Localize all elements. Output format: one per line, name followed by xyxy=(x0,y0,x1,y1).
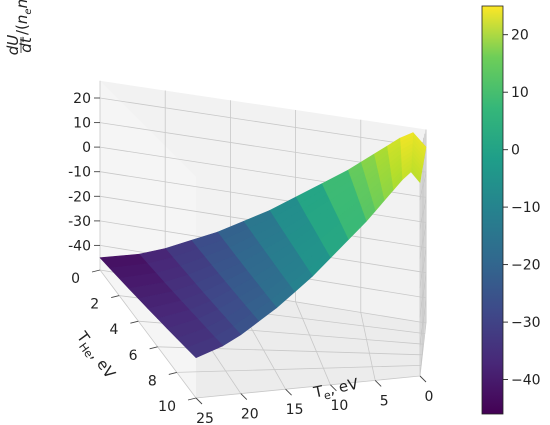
the-tick-label: 0 xyxy=(71,271,80,287)
grid-line-side-z xyxy=(419,172,427,201)
the-tick-label: 2 xyxy=(90,297,99,313)
colorbar-tick-label: 10 xyxy=(511,85,529,101)
grid-line-side-z xyxy=(419,297,427,347)
the-tick-mark xyxy=(111,295,120,299)
grid-line-floor-the xyxy=(195,375,421,399)
colorbar: 20 10 0 −10 −20 −30 −40 xyxy=(481,5,541,415)
grid-line-side-z xyxy=(419,247,427,289)
te-tick-mark xyxy=(419,375,427,383)
grid-line-floor-te xyxy=(99,269,197,399)
te-axis-label: Te, eV xyxy=(311,374,361,404)
te-tick-label: 25 xyxy=(196,411,214,425)
colorbar-gradient xyxy=(481,5,504,415)
te-tick-mark xyxy=(240,393,248,400)
z-tick-label: -30 xyxy=(68,214,91,230)
surface-mesh xyxy=(99,132,427,359)
colorbar-tick-label: −10 xyxy=(511,200,541,216)
z-tick-label: -20 xyxy=(68,189,91,205)
colorbar-tick-label: −40 xyxy=(511,373,541,389)
te-tick-label: 0 xyxy=(425,389,434,405)
te-tick-label: 5 xyxy=(380,393,389,409)
surface-patch xyxy=(186,336,224,359)
z-tick-label: -40 xyxy=(68,238,91,254)
grid-line-floor-te xyxy=(295,301,331,385)
grid-line-side-z xyxy=(419,222,427,259)
the-tick-label: 4 xyxy=(109,322,118,338)
z-tick-label: 20 xyxy=(73,91,91,107)
te-tick-label: 20 xyxy=(241,407,259,423)
the-tick-label: 6 xyxy=(129,348,138,364)
grid-line-side-z xyxy=(419,197,427,230)
the-tick-mark xyxy=(130,320,139,324)
the-tick-label: 10 xyxy=(158,399,176,415)
z-label-body: /(nenHe), 10−17 eV · cm3 · s−1 xyxy=(12,0,34,35)
z-tick-label: 10 xyxy=(73,116,91,132)
the-tick-label: 8 xyxy=(148,373,157,389)
grid-line-side-z xyxy=(419,272,427,318)
z-label-denominator: dt xyxy=(17,36,35,53)
grid-line-floor-the xyxy=(176,365,422,373)
colorbar-tick-label: 0 xyxy=(511,143,520,159)
colorbar-tick-label: −20 xyxy=(511,258,541,274)
te-tick-mark xyxy=(374,380,382,387)
z-tick-label: 0 xyxy=(82,140,91,156)
te-tick-mark xyxy=(195,397,203,405)
the-tick-mark xyxy=(187,397,197,401)
z-tick-label: -10 xyxy=(68,165,91,181)
grid-line-floor-te xyxy=(360,312,376,381)
the-tick-mark xyxy=(149,346,158,350)
te-tick-mark xyxy=(330,384,337,392)
te-tick-label: 15 xyxy=(286,402,304,418)
z-label-numerator: dU xyxy=(4,35,22,56)
the-tick-mark xyxy=(168,371,177,375)
te-tick-mark xyxy=(285,388,292,396)
grid-line-back-z xyxy=(99,97,427,148)
the-tick-mark xyxy=(91,269,101,273)
colorbar-tick-label: −30 xyxy=(511,315,541,331)
te-tick-label: 10 xyxy=(330,398,348,414)
colorbar-tick-label: 20 xyxy=(511,28,529,44)
